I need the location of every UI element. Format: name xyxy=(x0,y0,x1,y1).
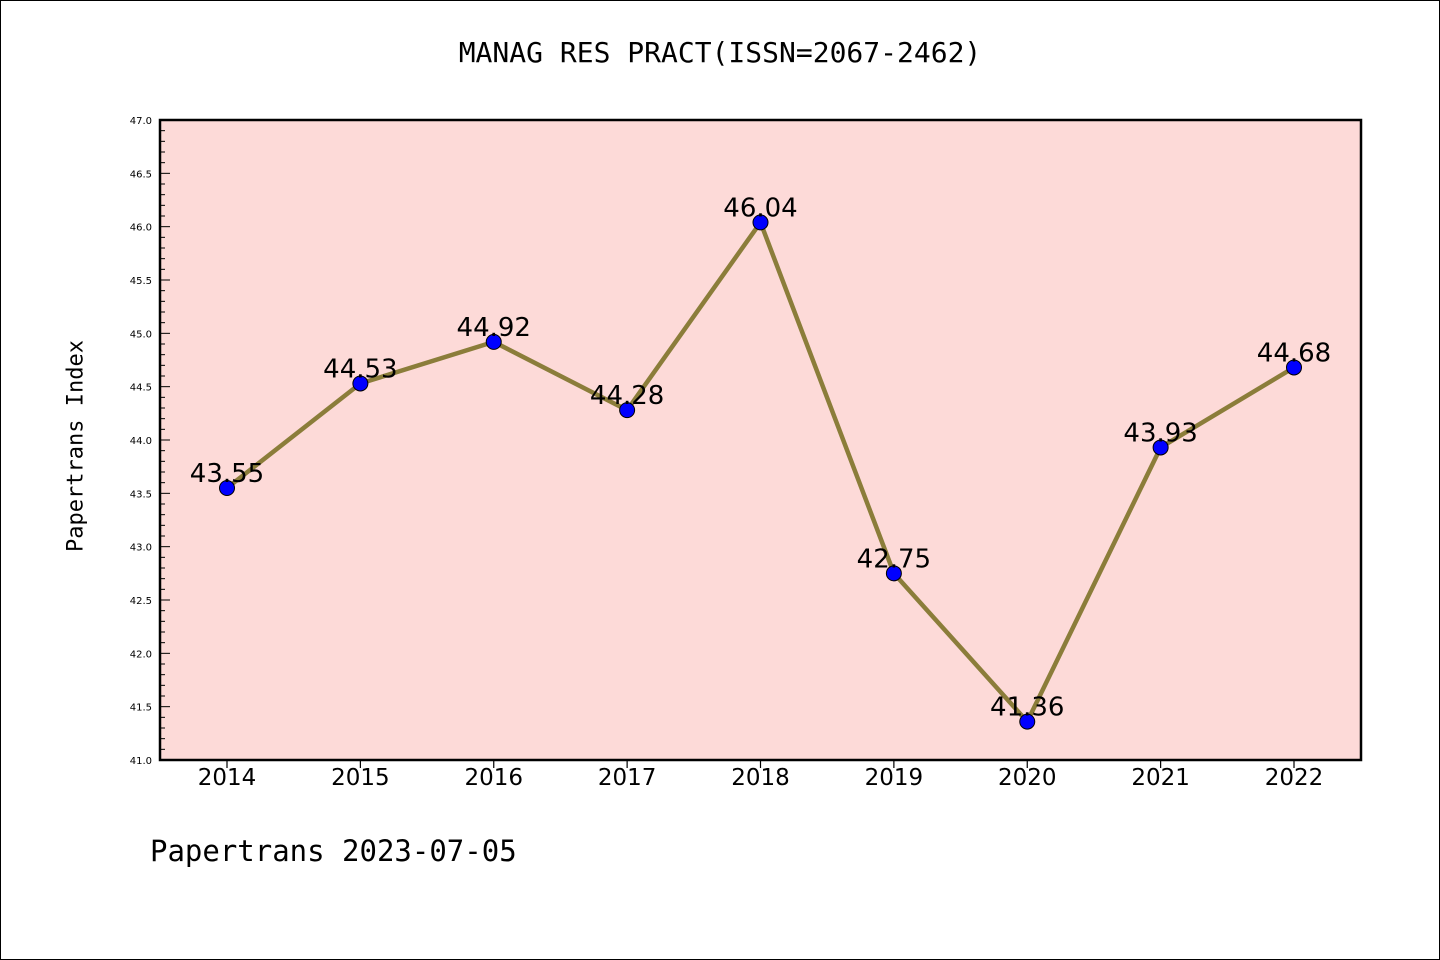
data-label: 46.04 xyxy=(723,193,797,223)
x-tick-label: 2019 xyxy=(865,765,924,791)
y-tick-label: 42.0 xyxy=(130,649,152,660)
x-tick-label: 2021 xyxy=(1131,765,1190,791)
data-label: 41.36 xyxy=(990,693,1064,723)
y-tick-label: 43.0 xyxy=(130,543,152,554)
plot-border xyxy=(158,118,1363,762)
x-axis: 2014 2015 2016 2017 2018 2019 2020 2021 2022 xyxy=(198,760,1324,791)
y-tick-label: 46.0 xyxy=(130,223,152,234)
data-label-layer: 43.55 44.53 44.92 44.28 46.04 42.75 41.36 43.93… xyxy=(190,193,1331,722)
data-label: 44.68 xyxy=(1257,338,1331,368)
y-tick-label: 46.5 xyxy=(130,169,152,180)
footer-caption: Papertrans 2023-07-05 xyxy=(150,834,517,868)
chart-title: MANAG RES PRACT(ISSN=2067-2462) xyxy=(458,36,982,69)
y-tick-label: 44.5 xyxy=(130,383,152,394)
data-point xyxy=(352,375,369,392)
y-tick-label: 45.0 xyxy=(130,329,152,340)
data-point xyxy=(1152,439,1169,456)
x-tick-label: 2020 xyxy=(998,765,1057,791)
data-point xyxy=(219,480,235,496)
data-point xyxy=(1019,713,1036,730)
data-label: 43.93 xyxy=(1123,418,1197,448)
y-tick-label: 44.0 xyxy=(130,436,152,447)
data-point xyxy=(485,333,502,350)
series-layer xyxy=(219,214,1302,730)
x-tick-label: 2022 xyxy=(1265,765,1324,791)
y-tick-label: 43.5 xyxy=(130,489,152,500)
data-label: 44.53 xyxy=(323,354,397,384)
data-point xyxy=(885,565,902,582)
y-tick-label: 45.5 xyxy=(130,276,152,287)
x-tick-label: 2015 xyxy=(331,765,390,791)
y-tick-label: 42.5 xyxy=(130,596,152,607)
data-point xyxy=(1286,359,1302,376)
y-axis: 41.0 41.5 42.0 42.5 43.0 43.5 44.0 44.5 45.0 45.5… xyxy=(130,116,170,767)
data-point xyxy=(619,402,636,419)
y-tick-label: 41.5 xyxy=(130,703,152,714)
x-tick-label: 2018 xyxy=(731,765,790,791)
y-tick-label: 47.0 xyxy=(130,116,152,127)
data-label: 44.28 xyxy=(590,381,664,411)
x-tick-label: 2014 xyxy=(198,765,257,791)
y-tick-label: 41.0 xyxy=(130,756,152,767)
data-point xyxy=(752,214,769,231)
data-label: 42.75 xyxy=(857,544,931,574)
data-label: 44.92 xyxy=(457,313,531,343)
data-label: 43.55 xyxy=(190,459,264,489)
x-tick-label: 2017 xyxy=(598,765,657,791)
x-tick-label: 2016 xyxy=(464,765,523,791)
